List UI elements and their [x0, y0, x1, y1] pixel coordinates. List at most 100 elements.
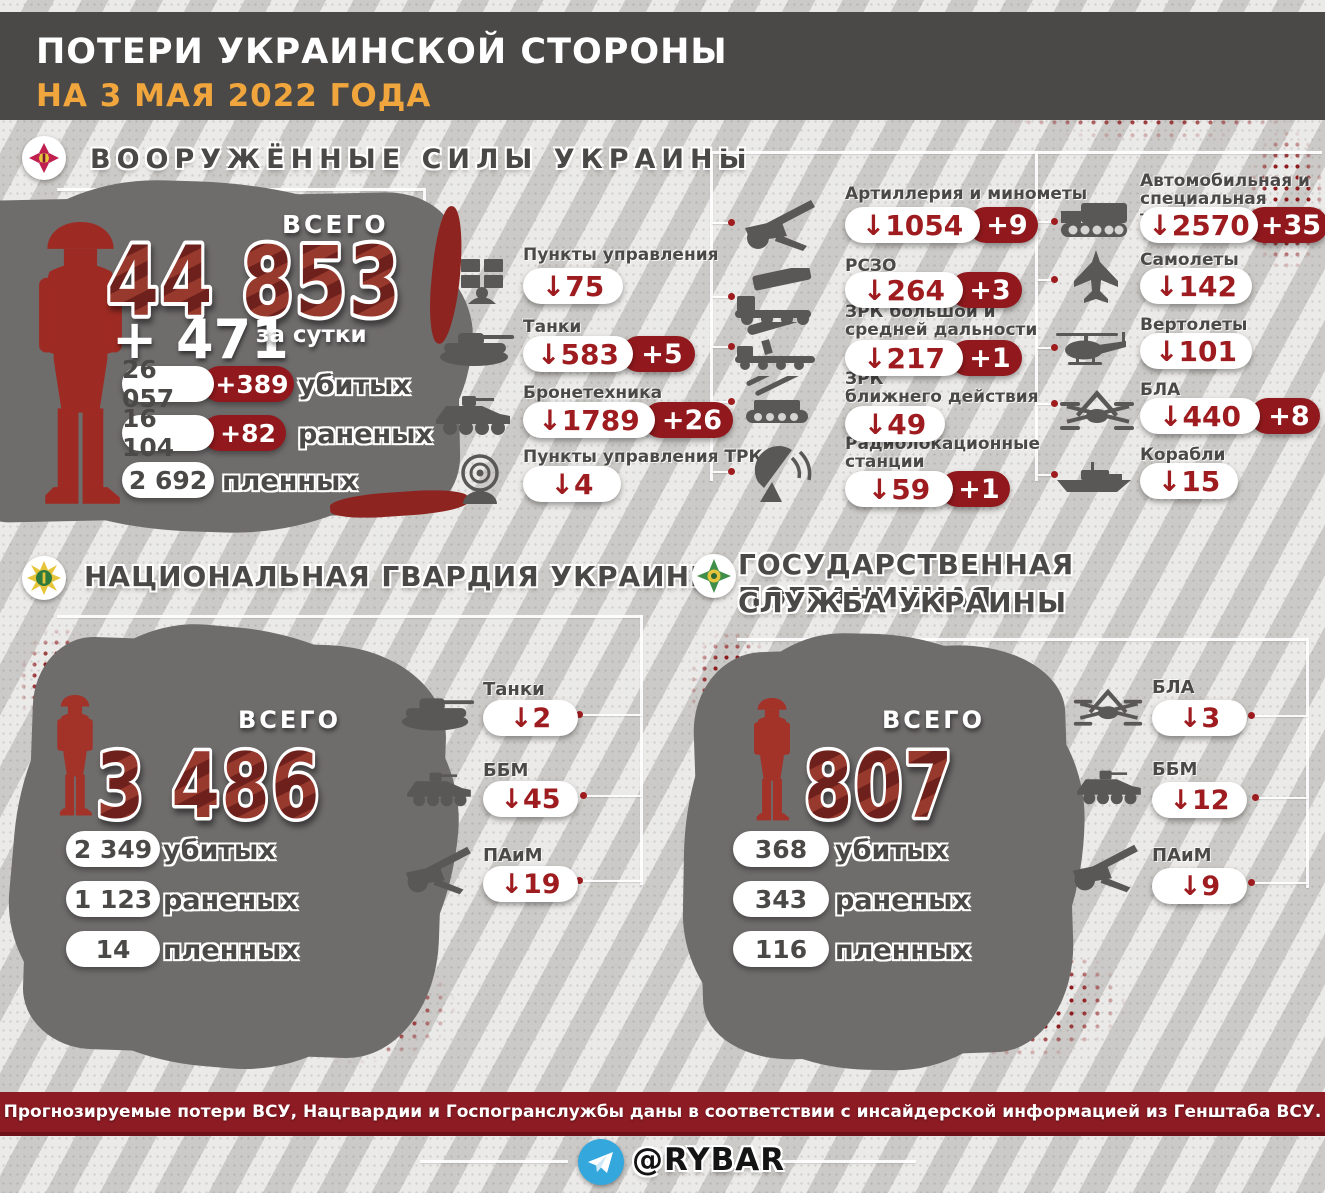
connector-dot [576, 711, 583, 718]
tank-icon [398, 690, 476, 732]
sam-short-range-icon [738, 376, 818, 428]
connector-line [640, 615, 643, 885]
equip-value-pill: ↓142 [1140, 268, 1252, 304]
connector-stub [712, 296, 732, 298]
afu-total-label: ВСЕГО [282, 210, 389, 239]
equip-value-pill: ↓12 [1152, 782, 1247, 818]
connector-dot [580, 792, 587, 799]
border-wounded-total: 343 [733, 881, 829, 917]
connector-stub [1037, 279, 1055, 281]
equip-value-pill: ↓59 [845, 471, 953, 507]
equip-label: Пункты управления ТРК [523, 447, 763, 467]
helicopter-icon [1052, 330, 1130, 368]
guard-total-number: 3 486 [93, 731, 323, 831]
connector-dot [1252, 794, 1259, 801]
equip-value-pill: ↓4 [523, 466, 621, 502]
afu-daily-delta: + 471 [112, 308, 289, 371]
soldier-silhouette-guard [52, 695, 98, 819]
afu-emblem-badge [22, 136, 66, 180]
border-captured-total: 116 [733, 931, 829, 967]
drone-icon [1072, 686, 1144, 732]
command-post-trk-icon [455, 452, 505, 504]
artillery-icon [735, 196, 820, 254]
connector-stub [1256, 797, 1308, 799]
command-post-icon [458, 258, 506, 304]
connector-stub [1252, 882, 1308, 884]
connector-stub [1037, 221, 1055, 223]
afu-wounded-total: 16 104 [122, 404, 214, 462]
equip-value-pill: ↓45 [483, 781, 578, 817]
tank-icon [436, 325, 516, 367]
footer-note-band: Прогнозируемые потери ВСУ, Нацгвардии и … [0, 1092, 1325, 1136]
footer-divider-line [768, 1160, 916, 1163]
guard-killed-label: убитых [163, 835, 276, 866]
equip-value-pill: ↓2 [483, 700, 578, 736]
equip-label: Корабли [1140, 445, 1226, 465]
guard-total-label: ВСЕГО [238, 706, 341, 734]
connector-dot [728, 468, 735, 475]
afu-wounded-delta: +82 [202, 415, 286, 451]
equip-label: средней дальности [845, 320, 1038, 340]
soldier-silhouette-border [748, 698, 796, 824]
connector-dot [1051, 471, 1058, 478]
border-section-title-line2: СЛУЖБА УКРАИНЫ [738, 586, 1067, 619]
ship-icon [1055, 460, 1133, 494]
guard-wounded-total: 1 123 [66, 881, 160, 917]
equip-label: Танки [523, 317, 582, 337]
apc-icon [402, 768, 476, 810]
connector-dot [1051, 344, 1058, 351]
equip-value-pill: ↓49 [845, 406, 945, 442]
equip-label: Пункты управления [523, 245, 719, 265]
svg-text:807: 807 [804, 734, 954, 831]
border-killed-total: 368 [733, 831, 829, 867]
soldier-icon [754, 698, 790, 821]
equip-label: Танки [483, 679, 545, 700]
border-total-number: 807 [801, 731, 956, 831]
soldier-icon [57, 695, 93, 816]
afu-captured-total: 2 692 [122, 462, 214, 498]
connector-dot [576, 877, 583, 884]
connector-stub [712, 401, 732, 403]
connector-dot [1051, 218, 1058, 225]
connector-dot [728, 219, 735, 226]
sam-long-range-icon [733, 322, 821, 370]
equip-label: ББМ [483, 760, 529, 781]
connector-stub [712, 222, 732, 224]
telegram-icon [588, 1152, 613, 1173]
connector-stub [580, 880, 642, 882]
equip-value-pill: ↓440 [1140, 398, 1260, 434]
equip-value-pill: ↓3 [1152, 700, 1247, 736]
equip-value-pill: ↓19 [483, 866, 578, 902]
connector-stub [1252, 715, 1308, 717]
footer-note: Прогнозируемые потери ВСУ, Нацгвардии и … [3, 1102, 1322, 1122]
equip-value-pill: ↓9 [1152, 868, 1247, 904]
soldier-silhouette-afu [28, 222, 133, 512]
page-date: НА 3 МАЯ 2022 ГОДА [36, 78, 432, 114]
equip-value-pill: ↓2570 [1140, 207, 1258, 243]
equip-label: Автомобильная и [1140, 171, 1310, 191]
soldier-icon [39, 222, 122, 504]
border-total-label: ВСЕГО [882, 706, 985, 734]
guard-captured-total: 14 [66, 931, 160, 967]
page-title: ПОТЕРИ УКРАИНСКОЙ СТОРОНЫ [36, 32, 728, 72]
afu-killed-label: убитых [298, 370, 411, 401]
apc-icon [1072, 766, 1146, 808]
apc-icon [430, 392, 516, 438]
connector-line [1306, 638, 1309, 888]
svg-text:3 486: 3 486 [96, 734, 321, 831]
equip-value-pill: ↓217 [845, 340, 963, 376]
equip-value-pill: ↓1054 [845, 207, 980, 243]
equip-label: ПАиМ [1152, 845, 1212, 866]
equip-label: ББМ [1152, 759, 1198, 780]
equip-label: Самолеты [1140, 250, 1239, 270]
equip-label: ПАиМ [483, 845, 543, 866]
connector-stub [1037, 474, 1055, 476]
artillery-icon [395, 843, 477, 897]
connector-stub [712, 346, 732, 348]
guard-section-title: НАЦИОНАЛЬНАЯ ГВАРДИЯ УКРАИНЫ [84, 560, 721, 593]
connector-stub [1037, 403, 1055, 405]
guard-killed-total: 2 349 [66, 831, 160, 867]
equip-value-pill: ↓583 [523, 336, 633, 372]
telegram-badge [578, 1139, 624, 1185]
